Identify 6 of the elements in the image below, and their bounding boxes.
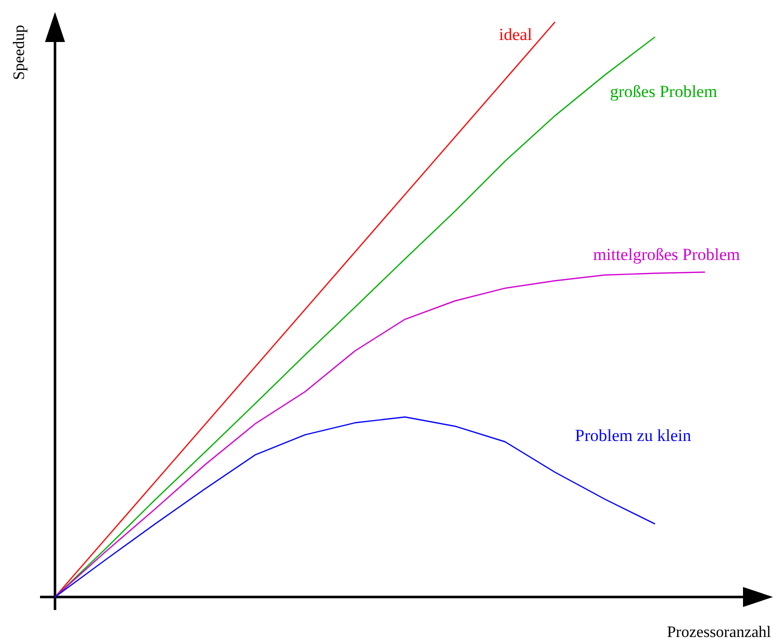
series-label: Problem zu klein: [575, 426, 692, 445]
x-axis-title: Prozessoranzahl: [667, 624, 772, 641]
series-label: großes Problem: [610, 82, 718, 101]
y-axis-title: Speedup: [11, 24, 28, 80]
series-label: ideal: [499, 25, 532, 44]
series-label: mittelgroßes Problem: [593, 245, 740, 264]
